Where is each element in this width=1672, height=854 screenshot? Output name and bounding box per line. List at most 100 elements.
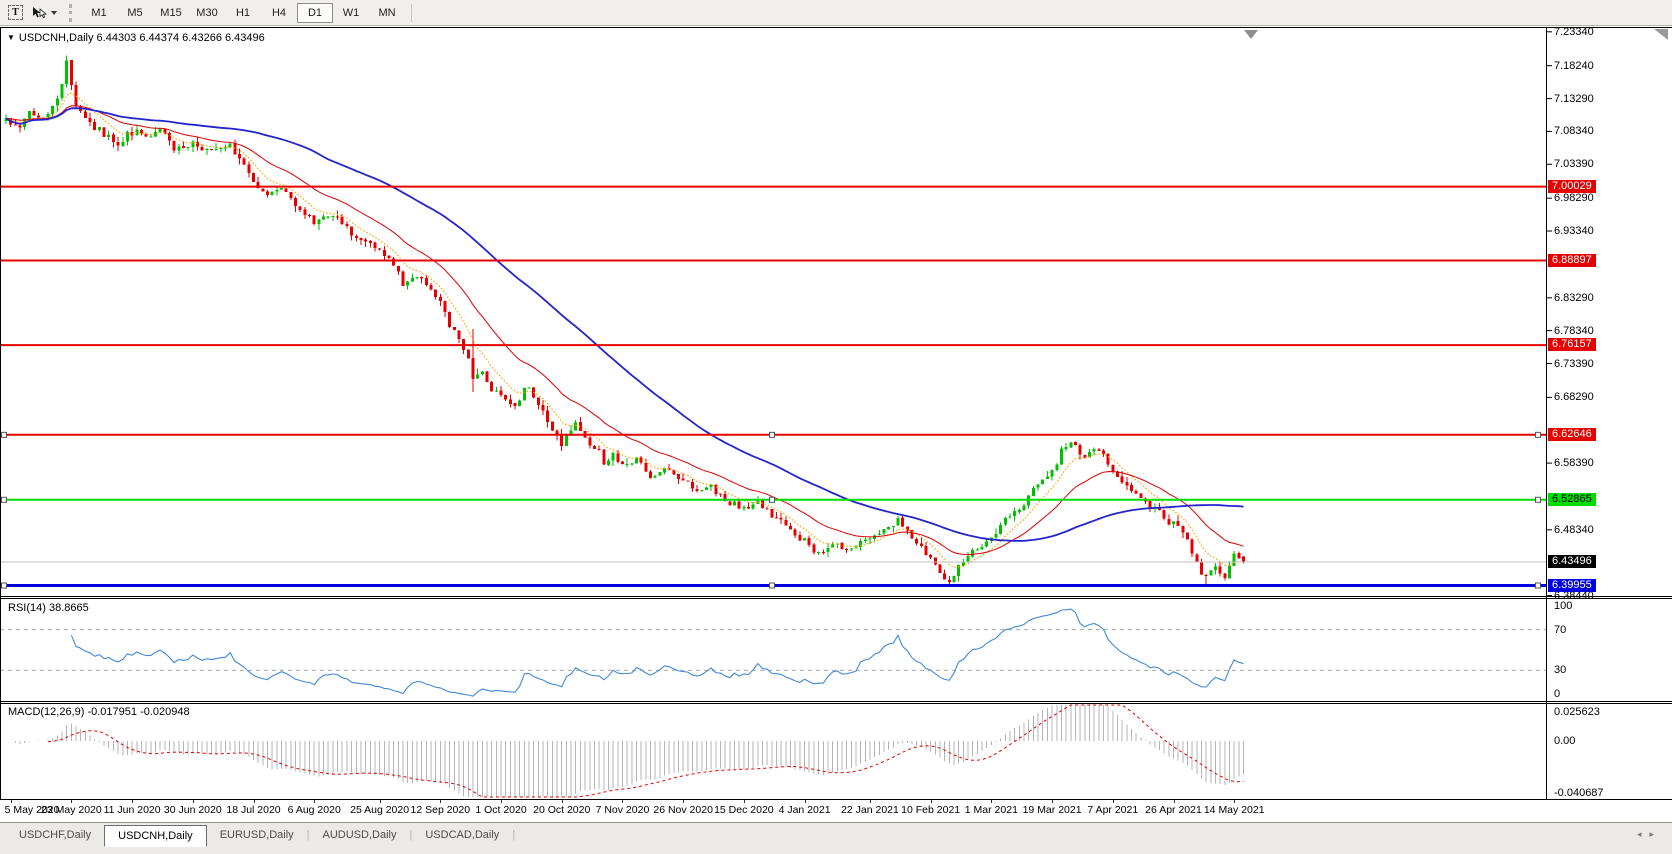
macd-histogram (14, 705, 1244, 797)
date-axis-label: 1 Oct 2020 (475, 804, 527, 816)
timeframe-button-H4[interactable]: H4 (271, 6, 287, 19)
toolbar-separator (411, 3, 413, 22)
date-axis-label: 26 Nov 2020 (653, 804, 713, 816)
chart-tab-AUDUSD[interactable]: AUDUSD,Daily (322, 829, 397, 841)
line-handle[interactable] (1535, 431, 1541, 438)
chart-title: ▼ USDCNH,Daily 6.44303 6.44374 6.43266 6.… (7, 32, 265, 44)
price-axis[interactable] (1547, 27, 1672, 800)
time-axis-tick-mark (314, 800, 316, 803)
time-axis-tick-mark (804, 800, 806, 803)
time-axis-tick-mark (192, 800, 194, 803)
time-axis-tick-mark (1173, 800, 1175, 803)
timeframe-button-group: M1 M5 M15 M30 H1 H4 D1 W1 MN (81, 2, 405, 23)
line-handle[interactable] (1, 431, 7, 438)
date-axis-label: 1 Mar 2021 (964, 804, 1018, 816)
date-axis-label: 30 Jun 2020 (163, 804, 222, 816)
price-label-6.76157: 6.76157 (1548, 338, 1596, 352)
date-axis-label: 7 Nov 2020 (595, 804, 650, 816)
chart-shift-marker[interactable] (1244, 30, 1258, 39)
time-axis-tick-mark (869, 800, 871, 803)
price-axis-tick: 6.98290 (1554, 192, 1594, 205)
time-axis-tick-mark (10, 800, 12, 803)
timeframe-button-D1[interactable]: D1 (297, 2, 333, 23)
line-handle[interactable] (1, 582, 7, 589)
toolbar: T M1 M5 M15 M30 H1 H4 D1 W1 MN (0, 0, 1672, 26)
date-axis-label: 19 Mar 2021 (1022, 804, 1082, 816)
timeframe-button-H1[interactable]: H1 (235, 6, 251, 19)
tab-scroll-arrows[interactable]: ◂▸ (1637, 829, 1662, 840)
chart-tab-EURUSD[interactable]: EURUSD,Daily (219, 829, 294, 841)
price-axis-tick: 6.68290 (1554, 391, 1594, 404)
rsi-axis-tick: 70 (1554, 623, 1567, 636)
time-axis-tick-mark (379, 800, 381, 803)
macd-axis-tick: 0.025623 (1554, 706, 1600, 718)
time-axis-tick-mark (501, 800, 503, 803)
line-handle[interactable] (1535, 582, 1541, 589)
date-axis-label: 26 Apr 2021 (1145, 804, 1202, 816)
time-axis-tick-mark (743, 800, 745, 803)
price-axis-tick: 6.38440 (1554, 589, 1594, 602)
axis-corner-icon (1654, 29, 1668, 40)
date-axis-label: 20 Oct 2020 (533, 804, 591, 816)
ma-slow-line (5, 107, 1244, 542)
date-axis-label: 22 Jan 2021 (841, 804, 899, 816)
price-axis-tick: 7.18240 (1554, 59, 1594, 72)
chart-tab-USDCAD[interactable]: USDCAD,Daily (425, 829, 500, 841)
line-handle[interactable] (769, 496, 775, 503)
price-axis-tick: 6.73390 (1554, 357, 1594, 370)
line-handle[interactable] (769, 582, 775, 589)
time-axis-tick-mark (991, 800, 993, 803)
time-axis-tick-mark (440, 800, 442, 803)
price-axis-tick: 7.13290 (1554, 92, 1594, 105)
macd-signal-line (47, 704, 1244, 798)
timeframe-button-W1[interactable]: W1 (342, 6, 360, 19)
macd-axis-tick: 0.00 (1554, 735, 1576, 747)
timeframe-button-M5[interactable]: M5 (127, 6, 143, 19)
date-axis-label: 7 Apr 2021 (1087, 804, 1139, 816)
current-price-label: 6.43496 (1548, 555, 1596, 568)
date-axis-label: 10 Feb 2021 (901, 804, 961, 816)
chart-tab-USDCNH[interactable]: USDCNH,Daily (104, 825, 207, 847)
tab-scroll-right-icon[interactable]: ▸ (1649, 829, 1662, 839)
price-label-6.62646: 6.62646 (1548, 427, 1596, 441)
price-axis-tick: 6.58390 (1554, 457, 1594, 470)
time-axis-tick-mark (253, 800, 255, 803)
timeframe-button-MN[interactable]: MN (378, 6, 396, 19)
date-axis-label: 15 Dec 2020 (714, 804, 774, 816)
price-axis-tick: 6.93340 (1554, 225, 1594, 238)
timeframe-button-M30[interactable]: M30 (196, 6, 218, 19)
chart-plot-area[interactable] (0, 27, 1672, 800)
text-tool-icon: T (8, 5, 23, 20)
timeframe-button-M15[interactable]: M15 (160, 6, 182, 19)
date-axis-label: 4 Jan 2021 (778, 804, 831, 816)
price-axis-tick: 6.48340 (1554, 523, 1594, 536)
line-handle[interactable] (1, 496, 7, 503)
line-handle[interactable] (769, 431, 775, 438)
ma-mid-line (5, 105, 1244, 556)
toolbar-grip[interactable] (69, 3, 75, 22)
chart-tab-USDCHF[interactable]: USDCHF,Daily (19, 829, 92, 841)
date-axis-label: 14 May 2021 (1203, 804, 1265, 816)
timeframe-button-M1[interactable]: M1 (91, 6, 107, 19)
tab-scroll-left-icon[interactable]: ◂ (1636, 829, 1650, 839)
text-tool-button[interactable]: T (4, 3, 27, 23)
time-axis-tick-mark (132, 800, 134, 803)
rsi-line (70, 608, 1244, 697)
rsi-axis-tick: 0 (1554, 688, 1561, 700)
moving-average-lines (5, 92, 1244, 568)
chart-tab-bar: USDCHF,Daily USDCNH,Daily EURUSD,Daily | AUD… (0, 822, 1672, 854)
ma-fast-line (5, 92, 1244, 568)
price-axis-tick: 7.23340 (1554, 25, 1594, 38)
cursor-tool-button[interactable] (27, 3, 61, 23)
chevron-down-icon (51, 10, 57, 15)
price-axis-tick: 6.78340 (1554, 324, 1594, 337)
time-axis-tick-mark (561, 800, 563, 803)
line-handle[interactable] (1535, 496, 1541, 503)
price-label-6.39955: 6.39955 (1548, 578, 1596, 592)
macd-indicator-label: MACD(12,26,9) -0.017951 -0.020948 (8, 706, 190, 718)
date-axis-label: 12 Sep 2020 (410, 804, 471, 816)
price-axis-tick: 6.83290 (1554, 291, 1594, 304)
time-axis-tick-mark (71, 800, 73, 803)
time-axis-tick-mark (683, 800, 685, 803)
